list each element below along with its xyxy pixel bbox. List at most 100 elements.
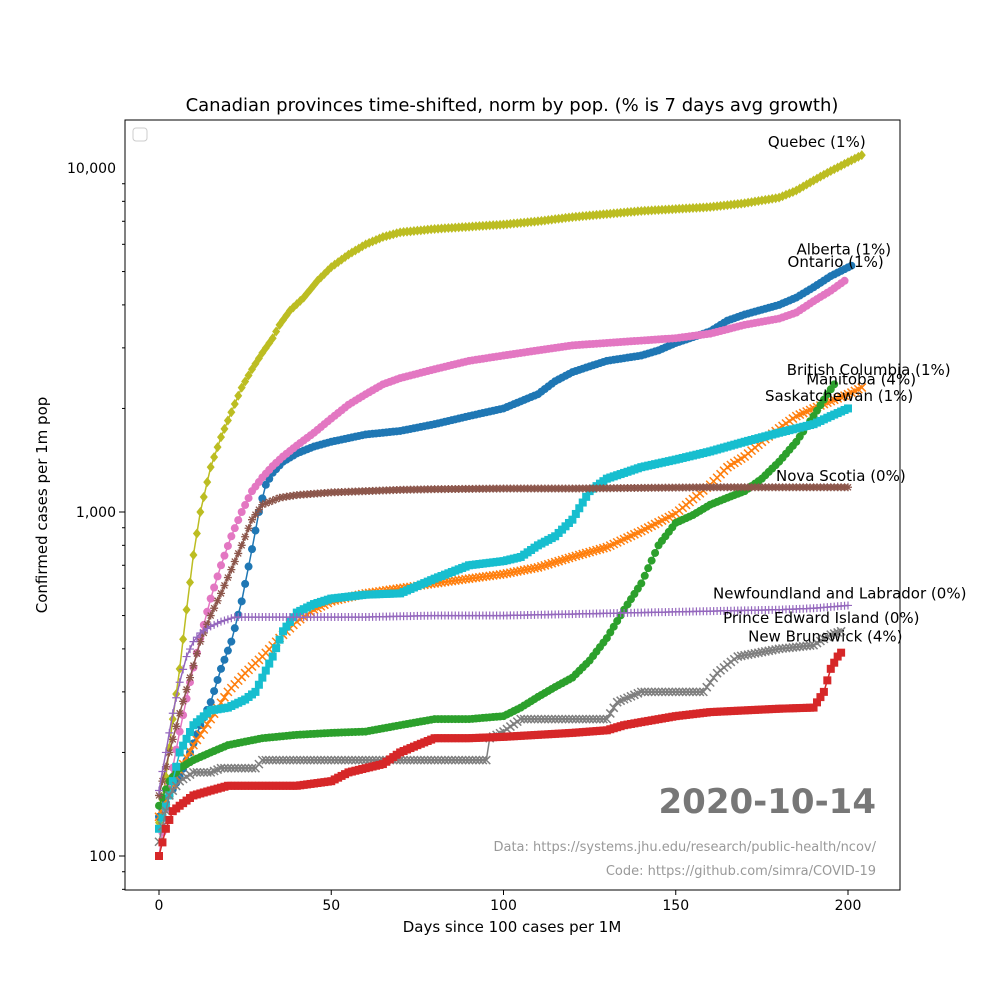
data-point [526, 714, 536, 724]
data-point [216, 763, 226, 773]
data-point [644, 564, 653, 573]
data-point [299, 755, 309, 765]
data-point [234, 549, 243, 558]
data-point [347, 755, 357, 765]
data-point [602, 714, 612, 724]
data-point [213, 596, 222, 605]
data-point [278, 755, 288, 765]
data-point [217, 589, 226, 598]
data-point [830, 658, 839, 667]
data-point [764, 646, 774, 656]
data-point [261, 499, 270, 508]
data-point [189, 637, 198, 646]
data-point [660, 687, 670, 697]
data-point [272, 326, 281, 337]
plot-frame [124, 119, 901, 891]
data-point [230, 524, 239, 533]
series-new-brunswick [155, 648, 846, 860]
data-point [540, 714, 550, 724]
series-ontario-line [158, 280, 846, 857]
data-point [155, 791, 163, 800]
data-point [709, 673, 719, 683]
data-point [650, 687, 660, 697]
data-point [568, 515, 577, 524]
data-point [206, 622, 215, 631]
data-point [405, 755, 416, 765]
data-point [227, 565, 236, 574]
data-point [258, 494, 267, 503]
data-point [165, 815, 174, 824]
data-point [247, 763, 257, 773]
data-point [498, 569, 509, 579]
data-point [175, 727, 184, 736]
data-point [588, 714, 598, 724]
data-point [575, 504, 584, 513]
data-point [461, 755, 471, 765]
data-point [409, 755, 419, 765]
data-point [268, 496, 277, 505]
data-point [509, 567, 519, 577]
data-point [281, 755, 291, 765]
data-point [419, 755, 429, 765]
data-point [674, 687, 684, 697]
data-point [505, 568, 515, 578]
data-point [196, 507, 205, 517]
data-point [426, 755, 436, 765]
data-point [206, 462, 215, 473]
data-point [823, 676, 832, 685]
data-point [217, 561, 226, 570]
data-point [237, 508, 246, 516]
x-axis-label: Days since 100 cases per 1M [403, 918, 622, 936]
data-point [172, 722, 181, 731]
data-point [640, 687, 650, 697]
data-point [161, 806, 171, 816]
data-point [399, 755, 409, 765]
series-label: Ontario (1%) [788, 253, 884, 271]
series-label: Nova Scotia (0%) [776, 467, 906, 485]
data-point [529, 563, 540, 573]
data-point [206, 594, 215, 603]
data-point [464, 755, 474, 765]
series-label: Prince Edward Island (0%) [723, 609, 919, 627]
data-point [182, 652, 191, 661]
data-point [188, 740, 198, 750]
data-point [210, 583, 219, 592]
data-point [519, 714, 529, 724]
data-point [316, 755, 326, 765]
data-point [161, 824, 170, 833]
data-point [343, 755, 354, 765]
data-point [423, 755, 433, 765]
data-point [203, 620, 212, 629]
data-point [502, 568, 512, 578]
data-point [192, 735, 202, 745]
data-point [819, 687, 828, 696]
data-point [564, 714, 574, 724]
data-point [251, 526, 260, 535]
data-point [272, 495, 281, 504]
data-point [272, 644, 281, 653]
data-point [261, 666, 270, 675]
data-point [206, 611, 215, 620]
data-point [237, 382, 246, 393]
data-point [161, 762, 170, 771]
data-point [196, 637, 205, 646]
data-point [481, 755, 491, 765]
data-point [678, 687, 688, 697]
data-point [275, 755, 285, 765]
data-point [248, 515, 257, 524]
data-point [657, 687, 667, 697]
data-point [285, 755, 295, 765]
data-point [512, 566, 522, 576]
data-point [574, 714, 584, 724]
data-point [251, 510, 260, 519]
data-point [241, 532, 250, 541]
data-point [237, 763, 247, 773]
data-point [182, 734, 191, 743]
data-point [312, 755, 323, 765]
data-point [557, 714, 567, 724]
data-point [227, 637, 236, 646]
series-label: Alberta (1%) [796, 241, 891, 259]
data-point [155, 852, 163, 860]
data-point [268, 755, 278, 765]
chart-title: Canadian provinces time-shifted, norm by… [186, 95, 839, 116]
